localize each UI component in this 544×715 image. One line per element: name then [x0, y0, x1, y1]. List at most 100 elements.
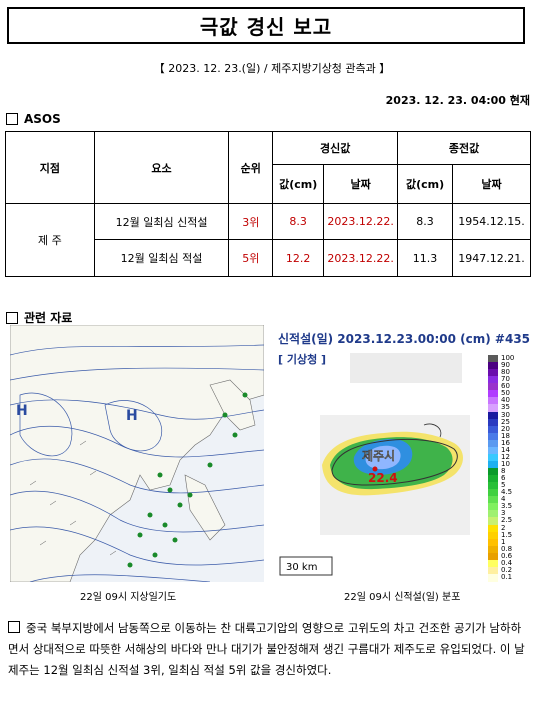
- rank-cell: 3위: [228, 203, 274, 240]
- legend-label: 0.4: [501, 558, 513, 567]
- prev-value-cell: 8.3: [397, 203, 453, 240]
- description-text: 중국 북부지방에서 남동쪽으로 이동하는 찬 대륙고기압의 영향으로 고위도의 …: [8, 621, 525, 677]
- element-cell: 12월 일최심 신적설: [93, 203, 230, 240]
- legend-swatch: [488, 566, 498, 575]
- weather-map-caption: 22일 09시 지상일기도: [80, 592, 177, 603]
- legend-label: 3.5: [501, 502, 513, 511]
- legend-swatch: [488, 510, 498, 518]
- legend-label: 25: [501, 417, 510, 426]
- legend-label: 30: [501, 410, 510, 419]
- header-new-date: 날짜: [323, 164, 399, 204]
- legend-swatch: [488, 524, 498, 533]
- section-related: 관련 자료: [6, 309, 72, 326]
- legend-swatch: [488, 432, 498, 441]
- header-new-value: 경신값: [272, 131, 399, 165]
- legend-label: 60: [501, 382, 510, 391]
- legend-label: 0.8: [501, 544, 513, 553]
- legend-label: 0.2: [501, 565, 513, 574]
- section-related-label: 관련 자료: [24, 311, 73, 325]
- legend-swatch: [488, 404, 498, 412]
- legend-color-bar: [488, 355, 498, 582]
- legend-label: 0.1: [501, 572, 513, 581]
- report-title-text: 극값 경신 보고: [199, 15, 333, 39]
- legend-label: 6: [501, 474, 506, 483]
- section-asos: ASOS: [6, 112, 61, 126]
- place-label: 제주시: [362, 449, 395, 463]
- value-cell: 12.2: [272, 239, 325, 277]
- legend-swatch: [488, 482, 498, 490]
- legend-label: 1: [501, 537, 506, 546]
- section-asos-label: ASOS: [24, 112, 61, 126]
- max-snow-value: 22.4: [368, 471, 398, 485]
- legend-label: 80: [501, 368, 510, 377]
- description-paragraph: 중국 북부지방에서 남동쪽으로 이동하는 찬 대륙고기압의 영향으로 고위도의 …: [8, 618, 530, 681]
- legend-swatch: [488, 538, 498, 547]
- rank-cell: 5위: [228, 239, 274, 277]
- weather-map-image: H H: [9, 324, 265, 583]
- snowfall-map-image: 제주시 22.4 30 km 신적설(일) 2023.12.23.00:00 (…: [274, 325, 532, 582]
- prev-date-cell: 1954.12.15.: [452, 203, 531, 240]
- legend-label: 12: [501, 452, 510, 461]
- header-station: 지점: [5, 131, 95, 204]
- legend-label: 16: [501, 438, 510, 447]
- legend-swatch: [488, 369, 498, 377]
- snowfall-map-caption: 22일 09시 신적설(일) 분포: [344, 592, 461, 603]
- legend-labels: 100 90 80 70 60 50 40 35 30 25 20 18 16 14 12 10 8 6 5 4.5 4…: [501, 354, 531, 581]
- legend-swatch: [488, 573, 498, 582]
- header-prev-value: 종전값: [397, 131, 531, 165]
- header-prev-cm: 값(cm): [397, 164, 453, 204]
- checkbox-icon: [6, 113, 18, 125]
- report-datetime: 2023. 12. 23. 04:00 현재: [385, 94, 530, 107]
- radar-agency: [ 기상청 ]: [278, 351, 327, 367]
- legend-swatch: [488, 411, 498, 420]
- legend-swatch: [488, 425, 498, 434]
- legend-label: 8: [501, 467, 506, 475]
- date-cell: 2023.12.22.: [323, 203, 399, 240]
- legend-swatch: [488, 468, 498, 476]
- legend-swatch: [488, 376, 498, 384]
- legend-label: 14: [501, 445, 510, 454]
- legend-swatch: [488, 355, 498, 363]
- weather-map-drawing: H H: [9, 324, 265, 583]
- legend-label: 90: [501, 361, 510, 370]
- legend-swatch: [488, 496, 498, 504]
- element-cell: 12월 일최심 적설: [93, 239, 230, 277]
- legend-label: 0.6: [501, 551, 513, 560]
- high-pressure-label-west: H: [16, 403, 28, 419]
- legend-swatch: [488, 559, 498, 568]
- legend-swatch: [488, 362, 498, 370]
- checkbox-icon: [8, 621, 20, 633]
- legend-label: 2.5: [501, 516, 513, 525]
- legend-swatch: [488, 489, 498, 497]
- legend-label: 35: [501, 403, 510, 412]
- legend-swatch: [488, 460, 498, 469]
- legend-swatch: [488, 517, 498, 525]
- prev-date-cell: 1947.12.21.: [452, 239, 531, 277]
- legend-swatch: [488, 390, 498, 398]
- report-subtitle: 【 2023. 12. 23.(일) / 제주지방기상청 관측과 】: [153, 62, 391, 75]
- asos-table: 지점 요소 순위 경신값 종전값 값(cm) 날짜 값(cm) 날짜 제 주 1…: [5, 131, 531, 277]
- date-cell: 2023.12.22.: [323, 239, 399, 277]
- legend-label: 5: [501, 481, 506, 490]
- legend-label: 1.5: [501, 530, 513, 539]
- table-row: 제 주 12월 일최심 신적설 3위 8.3 2023.12.22. 8.3 1…: [5, 203, 531, 277]
- legend-label: 10: [501, 459, 510, 468]
- legend-label: 70: [501, 375, 510, 384]
- legend-swatch: [488, 552, 498, 561]
- legend-label: 100: [501, 354, 515, 362]
- header-new-cm: 값(cm): [272, 164, 325, 204]
- checkbox-icon: [6, 311, 18, 324]
- legend-swatch: [488, 531, 498, 540]
- legend-label: 40: [501, 396, 510, 405]
- legend-label: 3: [501, 509, 506, 518]
- legend-swatch: [488, 453, 498, 462]
- value-cell: 8.3: [272, 203, 325, 240]
- header-rank: 순위: [228, 131, 274, 204]
- legend-label: 18: [501, 431, 510, 440]
- legend-swatch: [488, 397, 498, 405]
- header-prev-date: 날짜: [452, 164, 531, 204]
- legend-label: 4.5: [501, 488, 513, 497]
- prev-value-cell: 11.3: [397, 239, 453, 277]
- legend-swatch: [488, 545, 498, 554]
- legend-swatch: [488, 446, 498, 455]
